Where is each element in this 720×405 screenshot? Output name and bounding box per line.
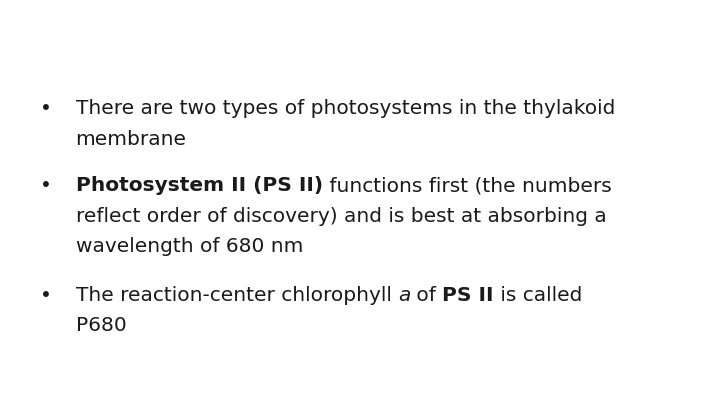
Text: There are two types of photosystems in the thylakoid: There are two types of photosystems in t… <box>76 99 615 118</box>
Text: of: of <box>410 286 443 305</box>
Text: Photosystem II (PS II): Photosystem II (PS II) <box>76 176 323 195</box>
Text: membrane: membrane <box>76 130 186 149</box>
Text: •: • <box>40 286 51 305</box>
Text: wavelength of 680 nm: wavelength of 680 nm <box>76 237 303 256</box>
Text: reflect order of discovery) and is best at absorbing a: reflect order of discovery) and is best … <box>76 207 606 226</box>
Text: functions first (the numbers: functions first (the numbers <box>323 176 611 195</box>
Text: •: • <box>40 176 51 195</box>
Text: PS II: PS II <box>443 286 494 305</box>
Text: P680: P680 <box>76 316 126 335</box>
Text: •: • <box>40 99 51 118</box>
Text: a: a <box>398 286 410 305</box>
Text: is called: is called <box>494 286 582 305</box>
Text: The reaction-center chlorophyll: The reaction-center chlorophyll <box>76 286 398 305</box>
